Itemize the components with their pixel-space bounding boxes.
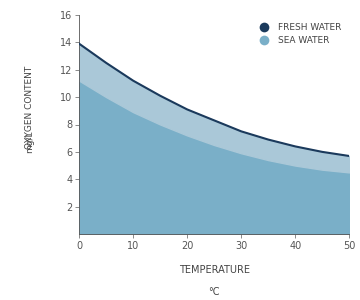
Text: TEMPERATURE: TEMPERATURE <box>179 265 250 275</box>
Text: °C: °C <box>208 286 220 297</box>
Text: OXYGEN CONTENT: OXYGEN CONTENT <box>25 65 34 148</box>
Legend: FRESH WATER, SEA WATER: FRESH WATER, SEA WATER <box>252 20 345 48</box>
Text: mg/L: mg/L <box>25 131 34 153</box>
